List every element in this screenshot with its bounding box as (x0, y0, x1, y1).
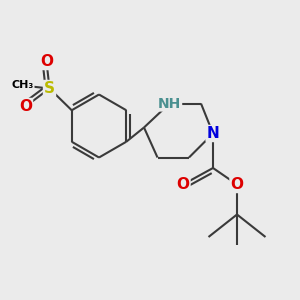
Text: NH: NH (158, 97, 181, 110)
Text: N: N (207, 126, 219, 141)
Text: S: S (44, 81, 55, 96)
Text: O: O (230, 177, 244, 192)
Text: O: O (40, 54, 53, 69)
Text: CH₃: CH₃ (11, 80, 34, 91)
Text: O: O (176, 177, 190, 192)
Text: O: O (19, 99, 32, 114)
